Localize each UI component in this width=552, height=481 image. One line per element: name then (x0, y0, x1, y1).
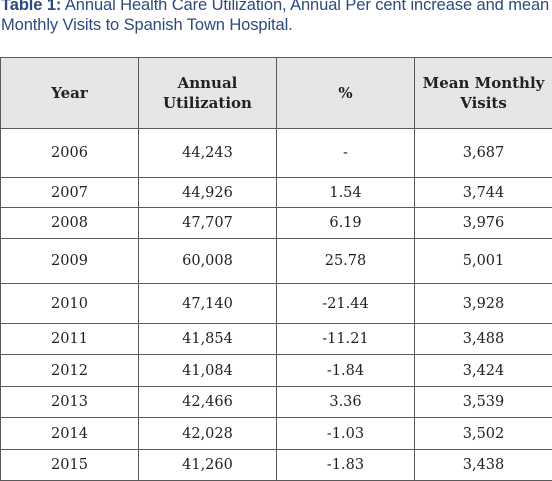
header-annual-utilization: Annual Utilization (139, 58, 277, 129)
cell-year: 2014 (1, 418, 139, 450)
table-row: 2014 42,028 -1.03 3,502 (1, 418, 552, 450)
cell-percent: -1.03 (277, 418, 415, 450)
cell-annual: 41,260 (139, 450, 277, 481)
cell-annual: 42,028 (139, 418, 277, 450)
cell-percent: -1.84 (277, 355, 415, 387)
cell-year: 2010 (1, 284, 139, 324)
cell-mean: 3,928 (415, 284, 552, 324)
cell-annual: 42,466 (139, 387, 277, 418)
cell-mean: 3,539 (415, 387, 552, 418)
cell-mean: 3,502 (415, 418, 552, 450)
utilization-table: Year Annual Utilization % Mean Monthly Vis… (0, 57, 552, 481)
cell-annual: 44,243 (139, 129, 277, 178)
header-annual-line1: Annual (178, 74, 238, 92)
table-row: 2012 41,084 -1.84 3,424 (1, 355, 552, 387)
cell-mean: 3,424 (415, 355, 552, 387)
cell-percent: - (277, 129, 415, 178)
table-row: 2013 42,466 3.36 3,539 (1, 387, 552, 418)
header-row: Year Annual Utilization % Mean Monthly Vis… (1, 58, 552, 129)
cell-percent: -1.83 (277, 450, 415, 481)
table-body: 2006 44,243 - 3,687 2007 44,926 1.54 3,7… (1, 129, 552, 481)
header-year: Year (1, 58, 139, 129)
cell-year: 2013 (1, 387, 139, 418)
cell-mean: 3,438 (415, 450, 552, 481)
cell-annual: 41,854 (139, 324, 277, 355)
cell-mean: 3,744 (415, 178, 552, 208)
cell-mean: 3,687 (415, 129, 552, 178)
table-row: 2009 60,008 25.78 5,001 (1, 239, 552, 284)
header-annual-line2: Utilization (163, 94, 252, 112)
cell-percent: 6.19 (277, 208, 415, 239)
cell-mean: 3,976 (415, 208, 552, 239)
table-row: 2008 47,707 6.19 3,976 (1, 208, 552, 239)
table-row: 2010 47,140 -21.44 3,928 (1, 284, 552, 324)
cell-percent: 3.36 (277, 387, 415, 418)
cell-year: 2012 (1, 355, 139, 387)
table-row: 2007 44,926 1.54 3,744 (1, 178, 552, 208)
cell-annual: 41,084 (139, 355, 277, 387)
cell-annual: 47,707 (139, 208, 277, 239)
cell-year: 2007 (1, 178, 139, 208)
table-caption: Table 1: Annual Health Care Utilization,… (1, 0, 552, 35)
caption-text: Annual Health Care Utilization, Annual P… (1, 0, 549, 34)
header-mean-monthly-visits: Mean Monthly Visits (415, 58, 552, 129)
header-year-label: Year (51, 84, 88, 102)
header-mean-line1: Mean Monthly (423, 74, 545, 92)
cell-percent: 1.54 (277, 178, 415, 208)
cell-annual: 44,926 (139, 178, 277, 208)
cell-year: 2009 (1, 239, 139, 284)
cell-annual: 60,008 (139, 239, 277, 284)
header-percent: % (277, 58, 415, 129)
cell-year: 2011 (1, 324, 139, 355)
cell-percent: 25.78 (277, 239, 415, 284)
cell-annual: 47,140 (139, 284, 277, 324)
cell-percent: -11.21 (277, 324, 415, 355)
cell-year: 2008 (1, 208, 139, 239)
header-percent-label: % (338, 84, 352, 102)
cell-percent: -21.44 (277, 284, 415, 324)
caption-label: Table 1: (1, 0, 61, 14)
cell-mean: 3,488 (415, 324, 552, 355)
cell-year: 2006 (1, 129, 139, 178)
cell-mean: 5,001 (415, 239, 552, 284)
table-row: 2011 41,854 -11.21 3,488 (1, 324, 552, 355)
header-mean-line2: Visits (460, 94, 507, 112)
table-header: Year Annual Utilization % Mean Monthly Vis… (1, 58, 552, 129)
table-row: 2006 44,243 - 3,687 (1, 129, 552, 178)
cell-year: 2015 (1, 450, 139, 481)
table-row: 2015 41,260 -1.83 3,438 (1, 450, 552, 481)
